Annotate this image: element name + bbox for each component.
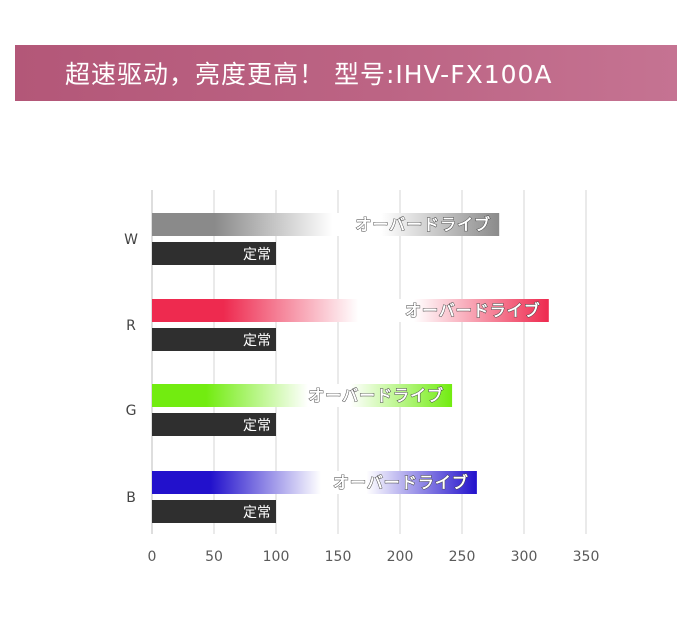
x-tick-label-250: 250 bbox=[449, 549, 476, 565]
normal-bar-B bbox=[152, 500, 276, 523]
overdrive-label-W: オーバードライブ bbox=[355, 215, 491, 234]
x-tick-label-200: 200 bbox=[387, 549, 414, 565]
category-label-W: W bbox=[124, 232, 138, 248]
page-title: 超速驱动，亮度更高！ 型号:IHV-FX100A bbox=[65, 60, 553, 89]
overdrive-bar-W bbox=[152, 213, 500, 236]
x-tick-label-150: 150 bbox=[325, 549, 352, 565]
category-label-R: R bbox=[126, 318, 136, 334]
overdrive-label-R: オーバードライブ bbox=[405, 301, 541, 320]
overdrive-bar-R bbox=[152, 299, 549, 322]
normal-label-G: 定常 bbox=[243, 418, 271, 434]
overdrive-label-G: オーバードライブ bbox=[308, 386, 444, 405]
x-tick-label-350: 350 bbox=[573, 549, 600, 565]
x-tick-label-300: 300 bbox=[511, 549, 538, 565]
overdrive-bar-G bbox=[152, 384, 453, 407]
overdrive-bar-B bbox=[152, 471, 477, 494]
x-tick-label-100: 100 bbox=[263, 549, 290, 565]
overdrive-label-B: オーバードライブ bbox=[333, 473, 469, 492]
normal-label-W: 定常 bbox=[243, 247, 271, 263]
category-label-G: G bbox=[126, 403, 137, 419]
normal-bar-W bbox=[152, 242, 276, 265]
x-tick-label-0: 0 bbox=[148, 549, 157, 565]
normal-bar-R bbox=[152, 328, 276, 351]
category-label-B: B bbox=[126, 490, 136, 506]
title-banner: 超速驱动，亮度更高！ 型号:IHV-FX100A bbox=[15, 45, 677, 101]
x-tick-label-50: 50 bbox=[205, 549, 223, 565]
normal-bar-G bbox=[152, 413, 276, 436]
normal-label-R: 定常 bbox=[243, 333, 271, 349]
normal-label-B: 定常 bbox=[243, 505, 271, 521]
